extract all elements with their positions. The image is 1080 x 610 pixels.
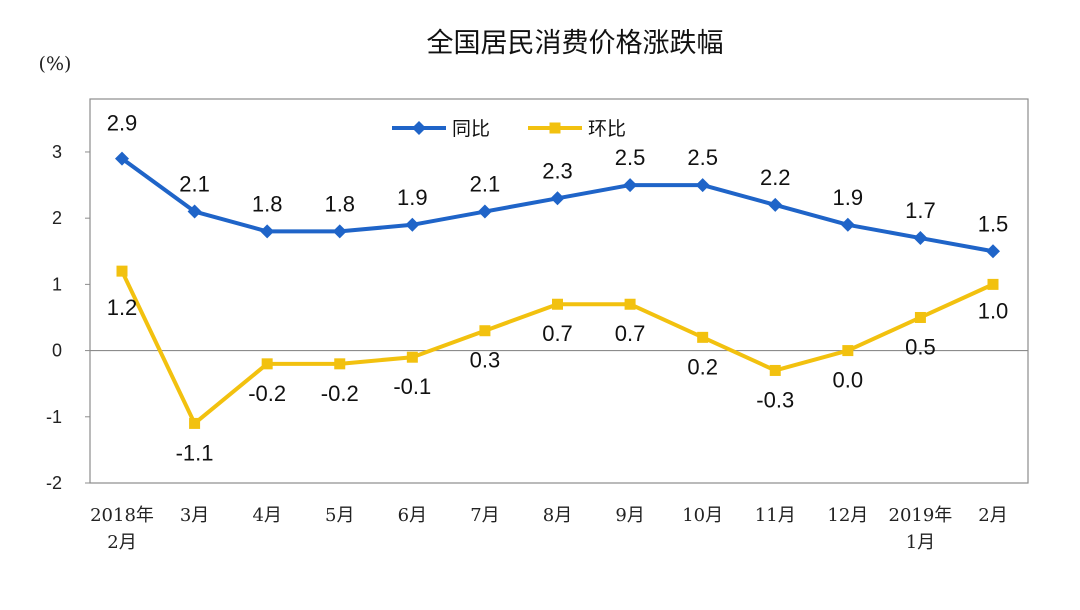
legend-marker — [549, 122, 561, 134]
data-label: 2.2 — [760, 165, 791, 190]
data-label: 2.9 — [107, 111, 138, 136]
y-tick-label: 1 — [52, 274, 62, 294]
data-point — [116, 265, 128, 277]
x-tick-label: 1月 — [906, 532, 935, 553]
x-tick-label: 6月 — [398, 505, 427, 526]
x-tick-label: 7月 — [470, 505, 499, 526]
legend-label: 环比 — [588, 118, 626, 140]
data-point — [623, 178, 638, 193]
data-label: 0.7 — [615, 321, 646, 346]
data-point — [406, 351, 418, 363]
data-label: -0.2 — [321, 381, 359, 406]
plot-area — [89, 98, 1029, 484]
legend-label: 同比 — [452, 118, 490, 140]
data-label: 0.2 — [687, 354, 718, 379]
data-point — [552, 298, 563, 310]
x-tick-label: 9月 — [615, 505, 644, 526]
data-label: 1.8 — [252, 191, 283, 216]
data-label: 2.5 — [615, 145, 646, 170]
data-point — [695, 178, 710, 193]
data-point — [479, 325, 491, 337]
data-point — [624, 298, 636, 310]
data-point — [261, 358, 273, 370]
data-label: 1.0 — [978, 298, 1009, 323]
x-tick-label: 5月 — [325, 505, 354, 526]
x-tick-label: 8月 — [543, 505, 572, 526]
data-point — [334, 358, 346, 370]
x-tick-label: 4月 — [252, 505, 281, 526]
data-label: 1.8 — [324, 191, 355, 216]
data-label: 1.9 — [397, 185, 428, 210]
data-point — [332, 224, 347, 239]
x-tick-label: 3月 — [180, 505, 209, 526]
data-point — [477, 204, 492, 219]
data-point — [913, 231, 928, 246]
data-point — [189, 417, 201, 429]
data-label: 2.1 — [179, 172, 210, 197]
data-label: -0.1 — [393, 374, 431, 399]
data-label: -1.1 — [176, 440, 214, 465]
data-point — [405, 217, 420, 232]
data-label: 1.5 — [978, 211, 1009, 236]
data-point — [550, 191, 565, 206]
data-label: 1.2 — [107, 295, 138, 320]
legend-item-2: 环比 — [528, 118, 626, 140]
y-axis-unit: (%) — [39, 53, 72, 75]
legend-marker — [412, 121, 426, 135]
data-point — [260, 224, 275, 239]
x-tick-label: 2019年 — [889, 505, 953, 526]
data-label: -0.2 — [248, 381, 286, 406]
data-label: 2.3 — [542, 158, 573, 183]
x-tick-label: 11月 — [755, 505, 796, 526]
data-label: 1.9 — [833, 185, 864, 210]
x-tick-label: 12月 — [827, 505, 868, 526]
y-tick-label: 3 — [52, 142, 62, 162]
data-label: 0.7 — [542, 321, 573, 346]
data-point — [842, 345, 854, 357]
data-point — [187, 204, 202, 219]
y-tick-label: 0 — [52, 341, 62, 361]
data-label: 0.3 — [470, 348, 501, 373]
y-tick-label: -2 — [46, 473, 62, 493]
y-tick-label: -1 — [46, 407, 62, 427]
data-label: 1.7 — [905, 198, 936, 223]
data-point — [768, 197, 783, 212]
data-point — [987, 278, 999, 290]
data-point — [115, 151, 129, 166]
data-label: -0.3 — [756, 387, 794, 412]
legend-item-1: 同比 — [392, 118, 490, 140]
data-point — [769, 364, 781, 376]
data-label: 2.5 — [687, 145, 718, 170]
x-tick-label: 10月 — [682, 505, 723, 526]
x-tick-label: 2月 — [978, 505, 1007, 526]
data-label: 0.0 — [833, 368, 864, 393]
y-tick-label: 2 — [52, 208, 62, 228]
chart-title: 全国居民消费价格涨跌幅 — [427, 28, 724, 59]
data-point — [840, 217, 855, 232]
data-point — [914, 311, 926, 323]
data-label: 2.1 — [470, 172, 501, 197]
data-point — [986, 244, 1000, 259]
data-point — [697, 331, 709, 343]
data-label: 0.5 — [905, 334, 936, 359]
x-tick-label: 2018年 — [90, 505, 154, 526]
x-tick-label: 2月 — [107, 532, 136, 553]
